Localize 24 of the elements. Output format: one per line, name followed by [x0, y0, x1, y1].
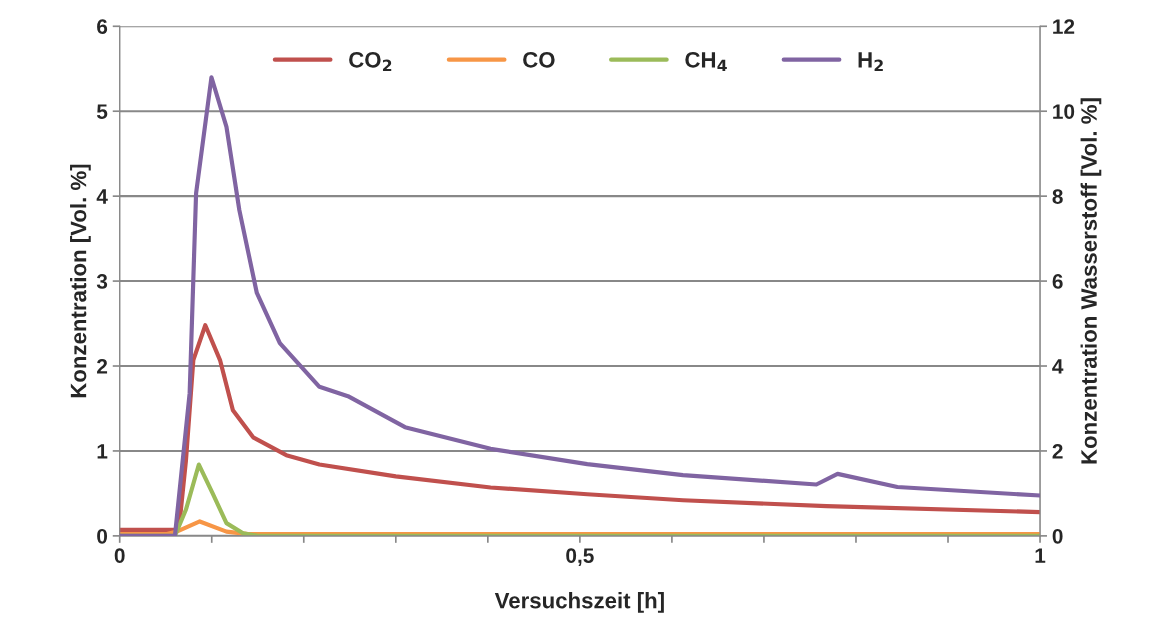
y-tick-label: 1 [97, 444, 108, 459]
legend-label: H$_{2}$ [858, 52, 883, 72]
y2-tick-label: 10 [1053, 104, 1075, 119]
legend-label: CH$_{4}$ [685, 51, 727, 72]
y-tick-label: 0 [97, 528, 108, 544]
y2-axis-title: Konzentration Wasserstoff [Vol. %] [1080, 98, 1102, 464]
y-tick-label: 3 [96, 274, 108, 289]
x-tick-label: 0 [114, 548, 125, 563]
y-tick-label: 4 [96, 189, 108, 204]
y2-tick-label: 0 [1052, 528, 1063, 544]
legend-label: CO$_{2}$ [349, 51, 392, 72]
y-tick-label: 6 [97, 19, 108, 35]
y2-tick-label: 6 [1052, 274, 1063, 289]
y2-tick-label: 4 [1052, 359, 1064, 374]
y-tick-label: 5 [96, 104, 108, 119]
x-tick-label: 0,5 [566, 548, 594, 567]
legend-label: CO [523, 51, 555, 68]
y2-tick-label: 2 [1052, 443, 1063, 459]
x-axis-title: Versuchszeit [h] [494, 592, 664, 613]
y2-tick-label: 12 [1053, 19, 1075, 34]
y2-tick-label: 8 [1052, 189, 1063, 204]
y-tick-label: 2 [97, 359, 108, 374]
x-tick-label: 1 [1035, 548, 1046, 563]
y-axis-title: Konzentration [Vol. %] [70, 164, 91, 398]
